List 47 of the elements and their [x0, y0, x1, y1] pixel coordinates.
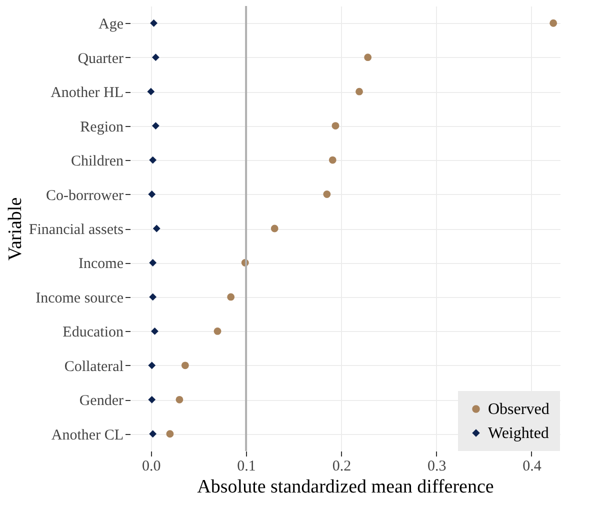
y-tick-label: Income source: [36, 290, 124, 306]
legend-label: Weighted: [488, 425, 549, 442]
x-axis-title: Absolute standardized mean difference: [197, 476, 494, 498]
point: [151, 327, 158, 335]
x-tick-label: 0.2: [332, 458, 352, 474]
point: [149, 156, 157, 164]
y-tick-label: Quarter: [78, 50, 124, 67]
y-tick-label: Income: [78, 256, 124, 272]
point: [148, 190, 156, 198]
y-tick-label: Another CL: [51, 427, 124, 444]
point: [152, 54, 160, 62]
point: [328, 156, 336, 164]
point: [148, 362, 156, 370]
point: [364, 54, 372, 62]
point: [176, 396, 184, 404]
point: [550, 19, 558, 27]
point: [152, 122, 160, 130]
point: [270, 224, 278, 232]
point: [147, 88, 155, 96]
x-tick-label: 0.0: [142, 458, 161, 474]
y-tick-label: Financial assets: [28, 222, 124, 238]
y-axis-title: Variable: [4, 197, 26, 261]
point: [148, 396, 156, 404]
point: [150, 19, 158, 27]
x-tick-label: 0.1: [237, 458, 256, 474]
y-tick-label: Children: [71, 154, 124, 170]
point: [332, 122, 340, 130]
point: [152, 224, 160, 232]
point: [227, 293, 235, 301]
x-tick-label: 0.4: [522, 458, 542, 474]
legend-label: Observed: [488, 401, 550, 418]
point: [149, 430, 157, 438]
x-tick-label: 0.3: [427, 458, 446, 474]
y-tick-label: Collateral: [64, 358, 124, 375]
point: [149, 259, 157, 266]
point: [356, 88, 363, 96]
point: [181, 362, 189, 370]
point: [323, 190, 331, 198]
y-tick-label: Gender: [79, 393, 124, 410]
y-tick-label: Co-borrower: [46, 188, 124, 204]
point: [149, 293, 157, 301]
y-tick-label: Age: [98, 16, 124, 33]
y-tick-label: Another HL: [50, 85, 124, 102]
y-tick-label: Region: [80, 119, 124, 136]
point: [166, 430, 174, 438]
point: [214, 327, 222, 335]
y-tick-label: Education: [62, 324, 124, 341]
